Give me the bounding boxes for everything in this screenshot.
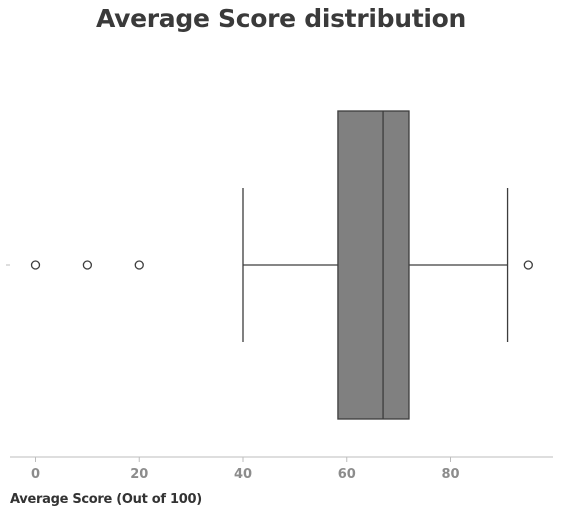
x-tick-label: 40 bbox=[234, 467, 252, 482]
chart-title: Average Score distribution bbox=[95, 4, 467, 33]
x-tick-label: 0 bbox=[31, 467, 40, 482]
outlier-point bbox=[30, 260, 41, 270]
x-tick-label: 80 bbox=[441, 467, 459, 482]
x-tick-label: 60 bbox=[338, 467, 356, 482]
outlier-point bbox=[523, 260, 533, 270]
outlier-point bbox=[134, 260, 144, 270]
x-axis-label: Average Score (Out of 100) bbox=[10, 492, 202, 507]
iqr-box bbox=[337, 110, 410, 420]
x-tick-label: 20 bbox=[130, 467, 148, 482]
outlier-point bbox=[82, 260, 93, 270]
